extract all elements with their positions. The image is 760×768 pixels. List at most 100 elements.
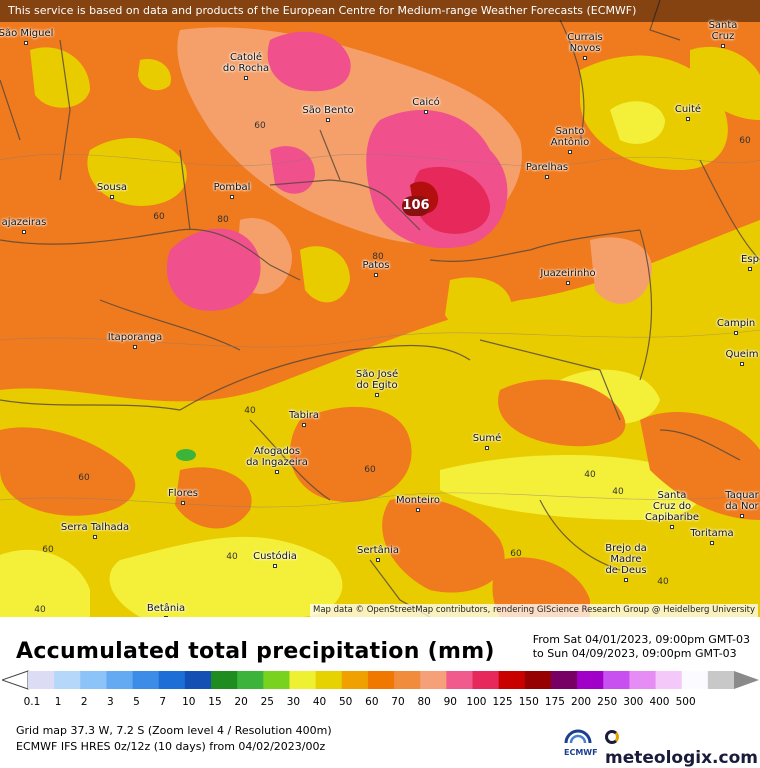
city-marker [164,616,168,617]
scale-swatch [367,671,395,689]
city-label: Patos [362,260,390,271]
city-marker [624,578,628,582]
color-scale-bar [2,670,759,690]
city-marker [566,281,570,285]
scale-swatch [707,671,735,689]
city-label: São Miguel [0,28,54,39]
city-label: Esp [741,254,759,265]
city-label: São Bento [302,105,354,116]
scale-tick-label: 70 [391,696,405,708]
city-label: Flores [168,488,198,499]
city-label: Catolé do Rocha [222,52,270,74]
scale-swatch [550,671,578,689]
scale-swatch [681,671,709,689]
legend-title: Accumulated total precipitation (mm) [16,639,495,664]
city-marker [670,525,674,529]
city-marker [326,118,330,122]
city-label: Parelhas [525,162,569,173]
city-marker [686,117,690,121]
scale-swatch [420,671,447,689]
city-marker [374,273,378,277]
scale-tick-label: 125 [492,696,513,708]
city-marker [734,331,738,335]
scale-tick-label: 80 [417,696,431,708]
contour-label: 40 [612,487,624,497]
scale-swatch [603,671,630,689]
period-to: to Sun 04/09/2023, 09:00pm GMT-03 [532,647,737,660]
scale-tick-label: 7 [159,696,166,708]
contour-label: 80 [217,215,229,225]
max-value-badge: 106 [402,196,430,216]
scale-swatch [315,671,343,689]
contour-label: 80 [372,252,384,262]
scale-swatch [263,671,290,689]
scale-tick-label: 175 [544,696,565,708]
scale-swatch [289,671,317,689]
scale-swatch [577,671,604,689]
city-marker [181,501,185,505]
city-marker [273,564,277,568]
scale-min-arrow [2,670,29,690]
scale-tick-label: 500 [675,696,696,708]
legend-footer: Accumulated total precipitation (mm) Fro… [0,617,760,768]
city-label: Sertânia [357,545,399,556]
city-marker [375,393,379,397]
city-marker [302,423,306,427]
city-label: Sumé [472,433,502,444]
scale-tick-label: 60 [365,696,379,708]
scale-tick-label: 0.1 [23,696,41,708]
scale-swatch [184,671,212,689]
city-marker [545,175,549,179]
scale-tick-label: 200 [571,696,592,708]
period-from: From Sat 04/01/2023, 09:00pm GMT-03 [532,633,750,646]
city-label: Afogados da Ingazeira [246,446,308,468]
scale-tick-label: 400 [649,696,670,708]
meteologix-logo-icon [605,730,619,744]
city-marker [485,446,489,450]
scale-swatch [629,671,657,689]
city-marker [583,56,587,60]
scale-swatch [54,671,81,689]
scale-tick-label: 90 [443,696,457,708]
scale-swatch [655,671,683,689]
city-marker [275,470,279,474]
scale-ticks: 0.1 1 2 3 5 7 10 15 20 25 30 40 50 60 70 80 90 100 125 150 1… [0,696,760,710]
scale-tick-label: 2 [80,696,88,708]
scale-tick-label: 5 [133,696,140,708]
scale-swatch [80,671,107,689]
city-label: Tabira [289,410,319,421]
city-label: Santa Cruz [708,20,738,42]
city-label: Sousa [96,182,128,193]
city-marker [133,345,137,349]
map-attribution[interactable]: Map data © OpenStreetMap contributors, r… [310,604,758,617]
city-label: Caicó [412,97,440,108]
city-label: Monteiro [396,495,440,506]
city-label: Serra Talhada [60,522,130,533]
city-label: Toritama [690,528,734,539]
scale-swatch [132,671,160,689]
scale-tick-label: 250 [597,696,618,708]
contour-label: 60 [78,473,90,483]
contour-label: 40 [657,577,669,587]
scale-tick-label: 25 [260,696,274,708]
grid-info: Grid map 37.3 W, 7.2 S (Zoom level 4 / R… [16,724,332,737]
city-marker [721,44,725,48]
scale-max-arrow [734,671,759,689]
scale-swatch [106,671,134,689]
contour-label: 60 [254,121,266,131]
meteologix-brand[interactable]: meteologix.com [605,728,760,768]
contour-label: 40 [226,552,238,562]
scale-tick-label: 300 [623,696,644,708]
city-label: Pombal [213,182,251,193]
scale-tick-label: 15 [208,696,222,708]
city-marker [110,195,114,199]
scale-tick-label: 150 [518,696,539,708]
city-marker [376,558,380,562]
city-label: São José do Egito [355,369,399,391]
precipitation-map[interactable]: This service is based on data and produc… [0,0,760,617]
city-marker [748,267,752,271]
scale-swatch [211,671,238,689]
scale-swatch [158,671,186,689]
city-label: Campin [716,318,756,329]
city-marker [740,514,744,518]
